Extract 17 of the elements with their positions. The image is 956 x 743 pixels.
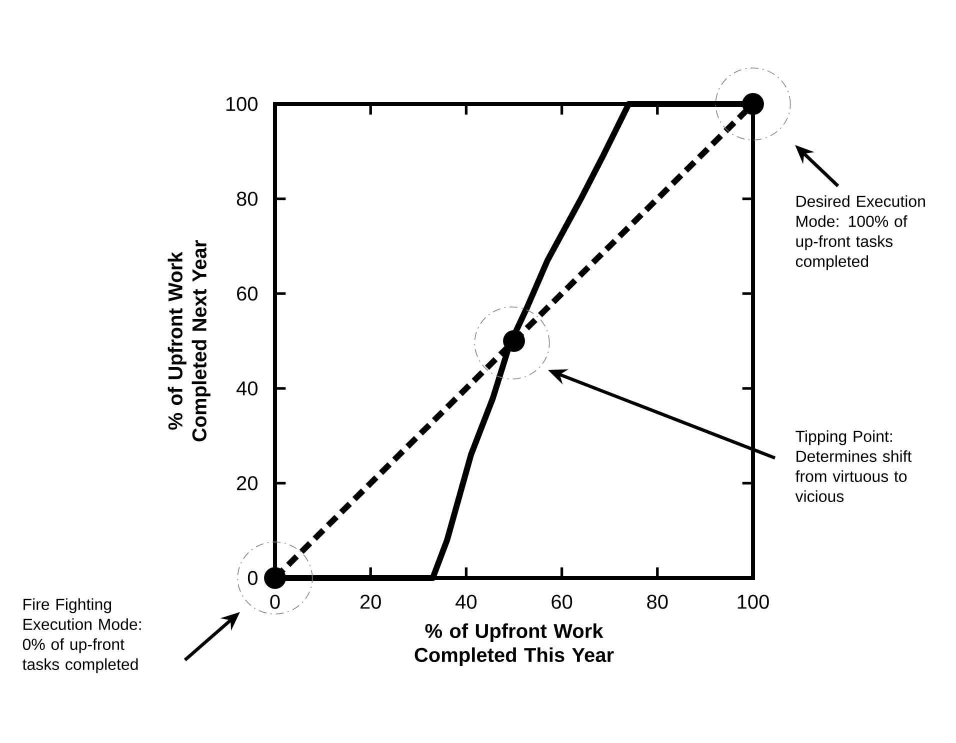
text: Desired Execution Mode: 100% of up-front tasks completed xyxy=(796,195,925,270)
x-tick-label: 20 xyxy=(360,594,381,609)
x-tick-label: 0 xyxy=(270,594,280,609)
y-tick-label: 20 xyxy=(237,476,258,490)
y-axis-title: % of Upfront Work Completed Next Year xyxy=(168,240,210,442)
text: Fire Fighting Execution Mode: 0% of up-front tasks completed xyxy=(22,598,141,674)
y-tick-label: 40 xyxy=(236,381,258,396)
y-tick-label: 0 xyxy=(248,570,258,586)
text: Tipping Point: Determines shift from virtuous to vicious xyxy=(795,430,912,502)
y-tick-label: 100 xyxy=(226,96,258,112)
y-tick-label: 80 xyxy=(236,192,258,206)
x-axis-title: % of Upfront Work Completed This Year xyxy=(414,623,614,666)
x-tick-label: 80 xyxy=(647,594,668,609)
y-tick-label: 60 xyxy=(237,286,258,301)
x-tick-label: 100 xyxy=(738,594,769,609)
x-tick-label: 40 xyxy=(456,594,477,609)
x-tick-label: 60 xyxy=(552,594,572,609)
